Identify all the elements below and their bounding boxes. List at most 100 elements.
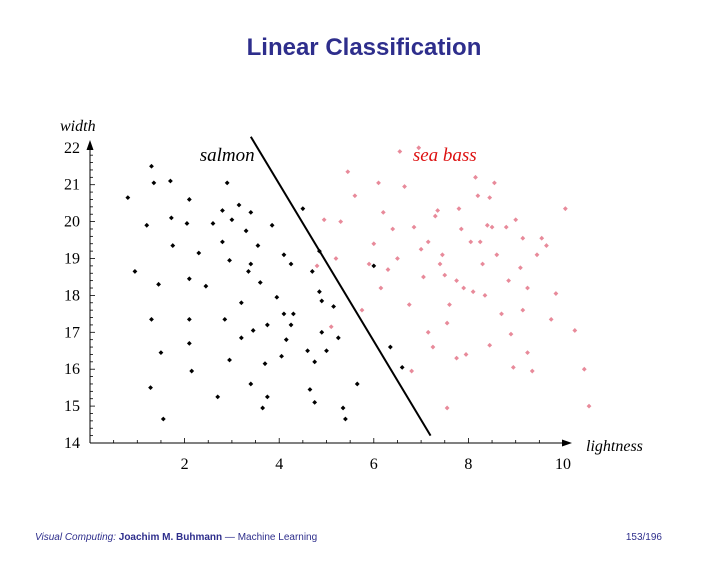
- sea-bass-point: [345, 169, 351, 175]
- salmon-point: [354, 381, 360, 387]
- salmon-point: [264, 394, 270, 400]
- sea-bass-point: [432, 213, 438, 219]
- salmon-point: [324, 348, 329, 354]
- decision-boundary-layer: [249, 136, 432, 437]
- sea-bass-point: [468, 239, 474, 245]
- sea-bass-point: [402, 184, 407, 189]
- sea-bass-point: [338, 219, 344, 224]
- y-tick-label: 22: [64, 140, 80, 157]
- x-tick-label: 10: [555, 456, 571, 473]
- sea-bass-point: [437, 261, 443, 267]
- sea-bass-point: [380, 209, 386, 215]
- sea-bass-point: [328, 324, 334, 330]
- salmon-point: [229, 217, 235, 223]
- sea-bass-point: [520, 235, 526, 241]
- sea-bass-point: [503, 224, 509, 230]
- salmon-point: [309, 269, 315, 274]
- salmon-point: [250, 328, 256, 333]
- salmon-point: [248, 381, 254, 387]
- salmon-point: [238, 335, 244, 341]
- salmon-point: [186, 340, 192, 346]
- sea-bass-point: [430, 344, 436, 350]
- salmon-point: [283, 337, 289, 343]
- sea-bass-point: [548, 316, 554, 322]
- x-tick-label: 4: [275, 456, 283, 473]
- sea-bass-point: [586, 403, 592, 409]
- footer-separator: —: [224, 532, 235, 543]
- sea-bass-point: [473, 174, 478, 180]
- salmon-point: [300, 206, 306, 212]
- y-tick-label: 16: [64, 361, 80, 378]
- salmon-point: [144, 222, 150, 228]
- footer-subject: Machine Learning: [237, 532, 318, 543]
- sea-bass-point: [506, 278, 512, 284]
- sea-bass-point: [520, 307, 526, 313]
- sea-bass-point: [499, 311, 504, 317]
- footer-page-number: 153/196: [625, 532, 662, 543]
- salmon-point: [186, 316, 192, 322]
- sea-bass-point: [489, 224, 495, 230]
- salmon-point: [170, 243, 176, 248]
- salmon-point: [227, 257, 232, 263]
- salmon-point: [196, 250, 202, 256]
- sea-bass-point: [477, 239, 483, 245]
- sea-bass-point: [359, 307, 365, 313]
- salmon-point: [262, 361, 268, 367]
- sea-bass-point: [454, 355, 459, 361]
- sea-bass-point: [447, 302, 452, 308]
- salmon-point: [260, 405, 266, 411]
- sea-bass-point: [529, 368, 535, 374]
- sea-bass-point: [371, 241, 377, 247]
- salmon-point: [317, 289, 322, 295]
- sea-bass-point: [534, 252, 540, 258]
- salmon-point: [312, 359, 318, 365]
- sea-bass-point: [562, 206, 568, 212]
- salmon-point: [288, 322, 294, 328]
- salmon-point: [264, 322, 270, 328]
- salmon-point: [269, 222, 275, 228]
- salmon-point: [148, 385, 153, 391]
- salmon-point: [243, 228, 249, 234]
- sea-bass-point: [470, 289, 476, 295]
- y-tick-label: 15: [64, 398, 80, 415]
- footer-author: Joachim M. Buhmann: [118, 532, 223, 543]
- salmon-point: [224, 180, 230, 186]
- salmon-point: [220, 239, 225, 245]
- salmon-point: [279, 353, 284, 359]
- sea-bass-point: [581, 366, 587, 372]
- x-tick-label: 2: [181, 456, 189, 473]
- x-axis-label: lightness: [586, 438, 643, 455]
- sea-bass-point: [518, 265, 523, 271]
- sea-bass-point: [439, 252, 445, 258]
- y-tick-label: 19: [64, 251, 80, 268]
- salmon-point: [312, 400, 318, 405]
- sea-bass-point: [442, 272, 448, 278]
- salmon-point: [248, 261, 254, 267]
- salmon-point: [186, 276, 192, 282]
- sea-bass-point: [463, 352, 469, 357]
- salmon-point: [151, 180, 157, 186]
- sea-bass-point: [444, 405, 450, 411]
- salmon-point: [281, 311, 287, 317]
- sea-bass-point: [487, 195, 493, 201]
- salmon-point: [319, 329, 325, 335]
- y-tick-label: 20: [64, 214, 80, 231]
- salmon-point: [132, 269, 138, 274]
- salmon-point: [288, 261, 294, 267]
- y-tick-label: 17: [64, 324, 80, 341]
- sea-bass-point: [484, 222, 490, 228]
- salmon-point: [343, 416, 348, 422]
- salmon-point: [186, 197, 192, 202]
- salmon-point: [168, 178, 173, 184]
- salmon-point: [331, 304, 336, 309]
- sea-bass-point: [411, 224, 417, 230]
- salmon-point: [255, 243, 261, 248]
- y-tick-label: 21: [64, 177, 80, 194]
- salmon-point: [319, 298, 325, 304]
- salmon-point: [248, 209, 254, 215]
- salmon-point: [371, 263, 377, 269]
- salmon-point: [160, 416, 166, 422]
- salmon-point: [158, 350, 164, 355]
- data-points: [125, 145, 592, 422]
